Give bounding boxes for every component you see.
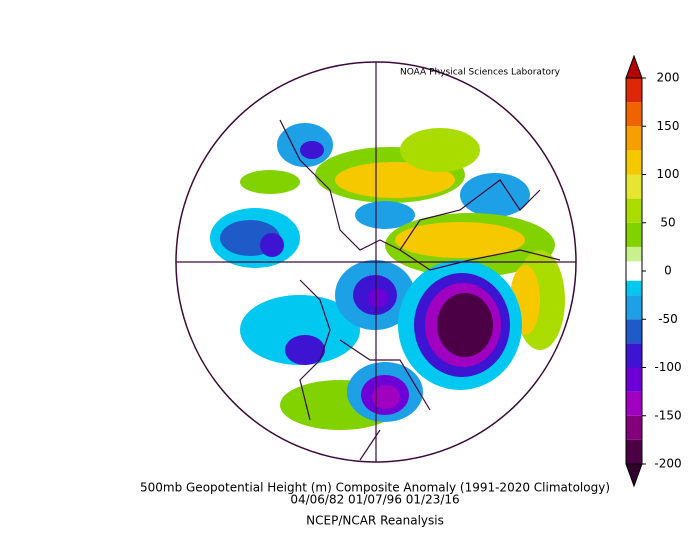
coastline [279,119,561,461]
colorbar-band [626,439,642,464]
colorbar-band [626,367,642,392]
colorbar-band [626,222,642,247]
colorbar-band [626,343,642,368]
anomaly-field [210,123,565,430]
colorbar-band [626,319,642,344]
colorbar-band [626,126,642,151]
colorbar-tick-label: 150 [657,119,680,133]
credit: NOAA Physical Sciences Laboratory [400,68,561,78]
colorbar-tick-label: -50 [658,312,678,326]
colorbar-tick-label: 50 [660,215,675,229]
colorbar-band [626,78,642,103]
dates: 04/06/82 01/07/96 01/23/16 [290,493,459,507]
source: NCEP/NCAR Reanalysis [306,514,444,528]
colorbar-tick-label: 0 [664,264,672,278]
colorbar-band [626,198,642,223]
colorbar-tick-label: -150 [654,408,681,422]
colorbar-band [626,174,642,199]
colorbar-band [626,295,642,320]
colorbar-extend-top [625,54,643,79]
colorbar-tick-label: 100 [657,167,680,181]
colorbar-band [626,415,642,440]
colorbar-band [626,280,642,296]
colorbar-band [626,246,642,262]
colorbar-extend-bottom [625,463,643,488]
colorbar-band [626,150,642,175]
colorbar-band [626,261,642,281]
title: 500mb Geopotential Height (m) Composite … [140,481,610,495]
colorbar-tick-label: -200 [654,457,681,471]
colorbar-tick-label: 200 [657,71,680,85]
colorbar-band [626,391,642,416]
colorbar-band [626,102,642,127]
colorbar-tick-label: -100 [654,360,681,374]
colorbar: 200 150 100 50 0 -50 -100 -150 -200 [625,54,682,488]
